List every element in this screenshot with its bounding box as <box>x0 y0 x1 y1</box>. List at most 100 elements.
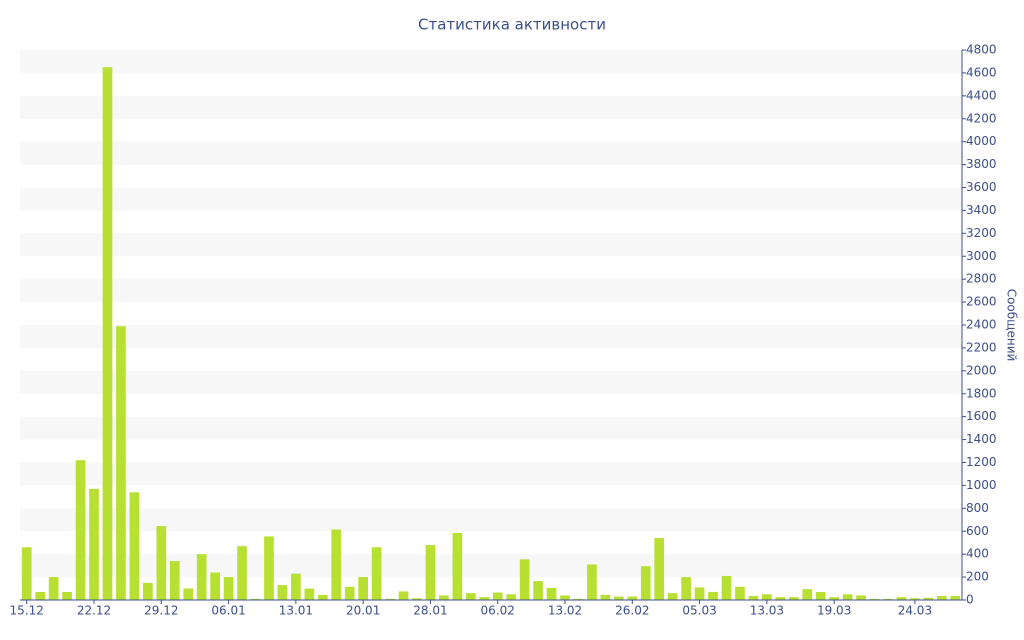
x-tick-label: 13.02 <box>548 604 582 618</box>
bar <box>142 582 153 600</box>
y-tick-label: 3400 <box>966 203 997 217</box>
x-tick-label: 13.03 <box>750 604 784 618</box>
bar <box>587 564 597 600</box>
bar <box>506 594 517 600</box>
grid-band <box>20 508 962 532</box>
y-tick-label: 0 <box>966 593 974 607</box>
bar <box>600 594 611 600</box>
bar <box>277 585 288 600</box>
grid-band <box>20 416 962 440</box>
bar <box>223 577 234 600</box>
bar <box>950 595 961 600</box>
bar <box>627 596 638 600</box>
bar <box>35 591 46 600</box>
y-tick-label: 1600 <box>966 409 997 423</box>
x-tick-label: 06.01 <box>211 604 245 618</box>
bar <box>465 593 476 600</box>
grid-band <box>20 279 962 303</box>
bar <box>708 591 718 600</box>
x-tick-label: 24.03 <box>898 604 932 618</box>
bar <box>762 594 772 600</box>
chart-title: Статистика активности <box>418 16 606 34</box>
grid-band <box>20 462 962 486</box>
y-tick-label: 4200 <box>966 111 997 125</box>
bar <box>291 573 301 600</box>
x-tick-label: 28.01 <box>413 604 447 618</box>
y-axis-label: Сообщений <box>1005 289 1019 362</box>
bar <box>936 595 947 600</box>
y-tick-label: 4000 <box>966 134 997 148</box>
bar <box>62 591 72 600</box>
bar <box>546 587 557 600</box>
bar <box>681 577 691 600</box>
bar <box>412 598 422 600</box>
bar <box>250 598 261 600</box>
y-tick-label: 2600 <box>966 295 997 309</box>
x-tick-label: 05.03 <box>682 604 716 618</box>
x-tick-label: 19.03 <box>817 604 851 618</box>
bar <box>102 67 113 600</box>
bar <box>196 554 207 600</box>
y-tick-label: 3200 <box>966 226 997 240</box>
y-tick-label: 4800 <box>966 43 997 57</box>
x-tick-label: 13.01 <box>279 604 313 618</box>
grid-band <box>20 50 962 73</box>
y-tick-label: 2000 <box>966 363 997 377</box>
bar <box>748 595 759 600</box>
y-tick-label: 200 <box>966 570 989 584</box>
y-tick-label: 1000 <box>966 478 997 492</box>
y-tick-label: 2200 <box>966 340 997 354</box>
bar <box>385 598 395 600</box>
y-tick-label: 1200 <box>966 455 997 469</box>
bar <box>694 587 705 600</box>
grid-band <box>20 370 962 394</box>
bar <box>721 575 732 600</box>
bar <box>775 597 786 600</box>
bar <box>869 598 880 600</box>
bar <box>815 591 826 600</box>
bar <box>156 526 167 600</box>
bar <box>479 597 490 600</box>
bar <box>237 546 247 600</box>
bar <box>560 595 570 600</box>
grid-band <box>20 187 962 211</box>
bar <box>923 597 934 600</box>
y-tick-label: 3000 <box>966 249 997 263</box>
bar <box>439 595 449 600</box>
bar <box>116 326 126 600</box>
bar <box>398 591 409 600</box>
bar <box>613 596 624 600</box>
bar <box>654 538 665 600</box>
y-tick-label: 600 <box>966 524 989 538</box>
bar <box>667 593 678 600</box>
bar <box>425 545 436 600</box>
bar <box>183 588 194 600</box>
bar <box>89 488 99 600</box>
bar <box>331 529 342 600</box>
x-tick-label: 22.12 <box>77 604 111 618</box>
x-tick-label: 29.12 <box>144 604 178 618</box>
y-tick-label: 1800 <box>966 386 997 400</box>
bar <box>129 492 140 600</box>
bar <box>371 547 382 600</box>
bar <box>883 598 893 600</box>
bar <box>21 547 32 600</box>
grid-band <box>20 141 962 165</box>
bar <box>788 597 799 600</box>
bar <box>842 594 853 600</box>
bar <box>640 566 651 600</box>
bar <box>533 581 543 600</box>
bar <box>210 572 220 600</box>
grid-band <box>20 95 962 119</box>
bar <box>735 586 745 600</box>
x-tick-label: 15.12 <box>10 604 44 618</box>
bar <box>856 595 866 600</box>
y-tick-label: 4400 <box>966 88 997 102</box>
bar <box>48 577 59 600</box>
x-tick-label: 06.02 <box>481 604 515 618</box>
y-tick-label: 1400 <box>966 432 997 446</box>
grid-band <box>20 554 962 578</box>
x-tick-label: 26.02 <box>615 604 649 618</box>
x-tick-label: 20.01 <box>346 604 380 618</box>
